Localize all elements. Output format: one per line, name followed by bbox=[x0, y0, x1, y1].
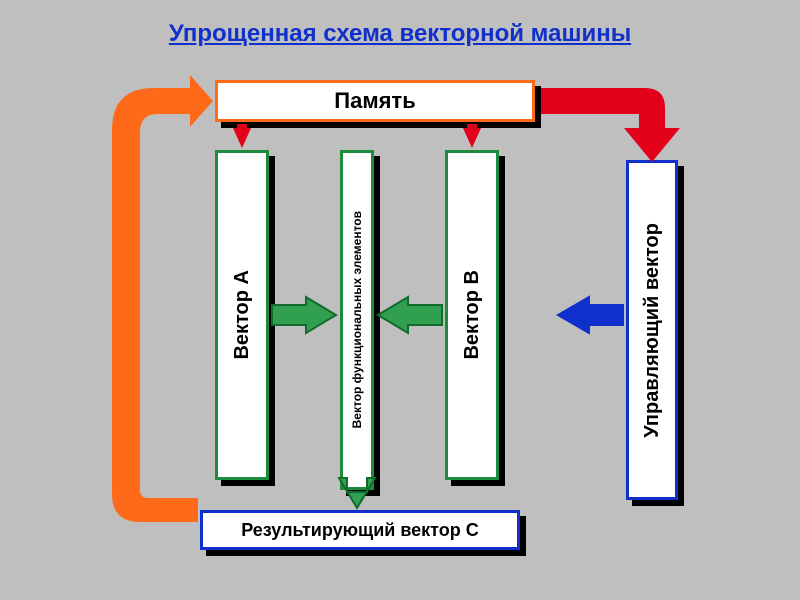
control-vector-box: Управляющий вектор bbox=[626, 160, 678, 500]
memory-box: Память bbox=[215, 80, 535, 122]
memory-label: Память bbox=[334, 88, 415, 114]
vector-a-label: Вектор А bbox=[231, 270, 254, 360]
result-c-label: Результирующий вектор С bbox=[241, 520, 479, 541]
vector-a-box: Вектор А bbox=[215, 150, 269, 480]
vector-b-box: Вектор В bbox=[445, 150, 499, 480]
vector-b-label: Вектор В bbox=[461, 270, 484, 360]
page-title: Упрощенная схема векторной машины bbox=[169, 20, 631, 48]
control-vector-label: Управляющий вектор bbox=[641, 223, 664, 438]
func-vector-label: Вектор функциональных элементов bbox=[350, 211, 364, 428]
result-c-box: Результирующий вектор С bbox=[200, 510, 520, 550]
func-vector-box: Вектор функциональных элементов bbox=[340, 150, 374, 490]
